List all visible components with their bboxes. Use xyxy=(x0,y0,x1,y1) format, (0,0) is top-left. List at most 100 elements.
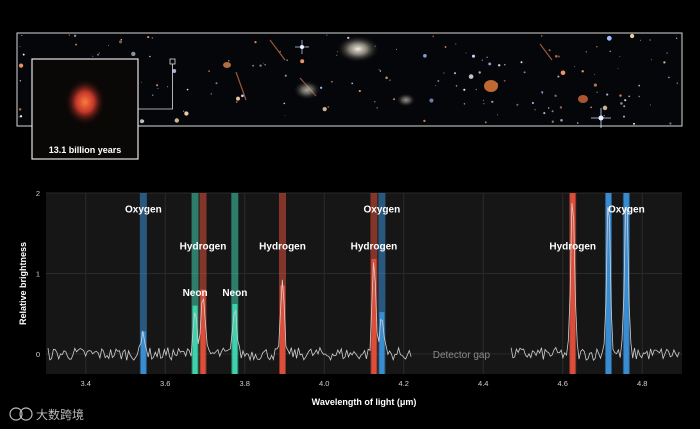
star xyxy=(97,53,99,56)
star xyxy=(327,106,330,108)
star xyxy=(543,112,546,115)
star xyxy=(73,34,77,37)
star xyxy=(463,103,466,105)
emission-label: Neon xyxy=(183,288,208,299)
star xyxy=(228,60,230,62)
red-galaxy xyxy=(223,62,231,68)
y-tick-label: 2 xyxy=(36,189,40,198)
star xyxy=(284,74,287,77)
star xyxy=(120,39,123,41)
star xyxy=(151,37,154,39)
red-galaxy xyxy=(484,80,498,92)
star xyxy=(669,122,672,125)
star xyxy=(18,108,22,111)
star xyxy=(484,121,487,124)
star xyxy=(172,69,177,73)
star xyxy=(540,35,543,37)
star xyxy=(254,40,257,44)
star xyxy=(523,71,526,74)
star xyxy=(300,59,305,64)
star xyxy=(503,79,506,82)
star xyxy=(18,63,24,68)
star xyxy=(385,76,388,80)
emission-label: Oxygen xyxy=(364,204,401,215)
star xyxy=(531,101,534,105)
x-tick-label: 4.0 xyxy=(319,379,329,388)
star xyxy=(463,88,466,91)
star xyxy=(629,33,635,39)
star xyxy=(443,72,445,74)
star xyxy=(429,98,434,103)
red-galaxy xyxy=(578,95,588,103)
star xyxy=(423,53,427,58)
detector-gap-label: Detector gap xyxy=(433,350,491,361)
star xyxy=(638,95,640,98)
star xyxy=(585,51,587,53)
emission-peak-fill xyxy=(570,193,576,374)
star xyxy=(596,91,598,93)
emission-peak-fill xyxy=(623,193,629,374)
emission-labels: Oxygen Neon Hydrogen Neon Hydrogen Hydrogen Ox… xyxy=(125,204,645,299)
x-tick-label: 3.6 xyxy=(160,379,170,388)
star xyxy=(444,46,447,48)
x-tick-label: 4.4 xyxy=(478,379,488,388)
star xyxy=(184,111,189,116)
star xyxy=(623,105,626,108)
star xyxy=(215,82,218,85)
star xyxy=(581,70,584,73)
star xyxy=(19,80,22,82)
star xyxy=(379,70,382,72)
emission-label: Neon xyxy=(222,288,247,299)
star xyxy=(453,72,457,75)
emission-label: Hydrogen xyxy=(180,241,227,252)
star xyxy=(663,61,666,64)
y-tick-label: 1 xyxy=(36,269,40,278)
x-tick-label: 4.6 xyxy=(558,379,568,388)
star xyxy=(560,119,563,122)
emission-peak-fill xyxy=(379,312,385,374)
star xyxy=(283,102,286,105)
spectrum-segment-left xyxy=(47,262,412,362)
star xyxy=(650,59,652,61)
star xyxy=(497,64,501,67)
diffraction-star xyxy=(295,40,309,54)
star xyxy=(675,37,678,39)
star xyxy=(557,55,560,58)
star xyxy=(396,48,397,50)
star xyxy=(183,110,185,112)
star xyxy=(649,39,651,41)
star xyxy=(576,122,579,124)
star xyxy=(118,40,123,44)
star xyxy=(252,64,255,67)
star xyxy=(141,81,142,83)
star xyxy=(167,86,169,88)
emission-peak-fill xyxy=(605,193,611,374)
x-tick-label: 3.4 xyxy=(81,379,91,388)
star xyxy=(649,104,651,106)
star xyxy=(619,94,622,97)
star xyxy=(559,106,563,109)
star xyxy=(19,115,23,118)
star xyxy=(590,106,592,109)
emission-peak-fill xyxy=(232,304,238,374)
star xyxy=(593,83,597,87)
star xyxy=(108,44,109,46)
emission-label: Hydrogen xyxy=(351,241,398,252)
star xyxy=(606,93,609,96)
star xyxy=(75,43,78,46)
emission-label: Oxygen xyxy=(125,204,162,215)
distant-galaxy xyxy=(65,79,105,125)
axis-ticks: 3.4 3.6 3.8 4.0 4.2 4.4 4.6 4.8 0 1 2 xyxy=(36,189,648,388)
emission-band xyxy=(231,193,239,374)
x-tick-label: 4.8 xyxy=(637,379,647,388)
emission-peak-fill xyxy=(280,285,286,374)
star xyxy=(606,35,612,41)
star xyxy=(378,68,380,70)
star xyxy=(557,75,560,78)
star xyxy=(542,93,543,95)
star xyxy=(358,89,361,93)
star xyxy=(633,122,635,125)
star xyxy=(139,119,144,124)
watermark-text: 大数跨境 xyxy=(36,407,84,422)
